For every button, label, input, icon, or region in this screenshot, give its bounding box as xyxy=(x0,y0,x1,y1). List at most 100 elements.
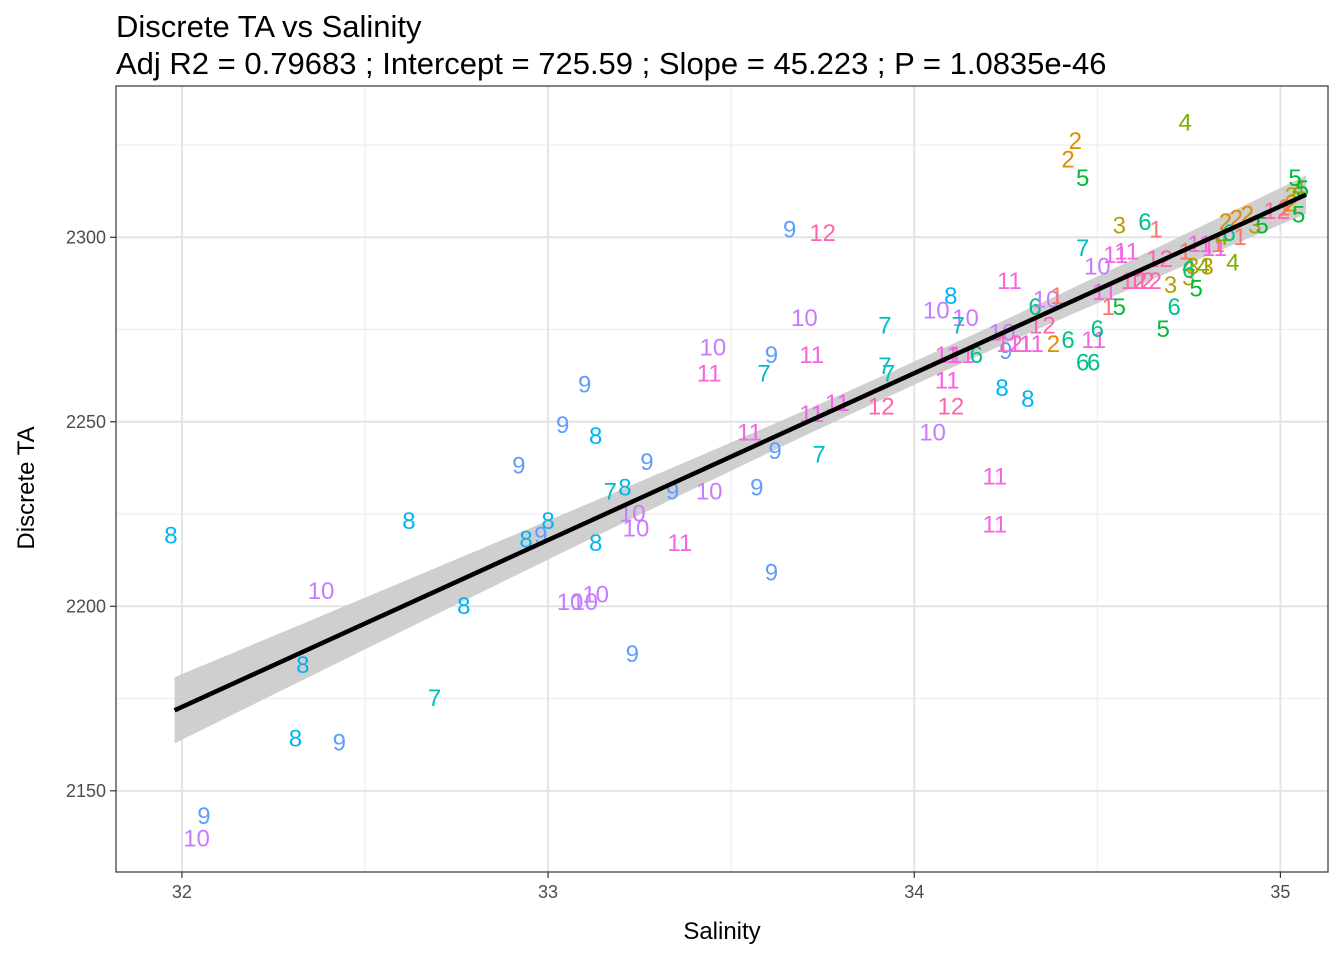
data-point-label: 11 xyxy=(1019,331,1044,358)
x-tick-label: 34 xyxy=(904,882,924,902)
y-tick-label: 2300 xyxy=(66,227,106,247)
data-point-label: 5 xyxy=(1190,275,1203,302)
data-point-label: 11 xyxy=(697,360,722,387)
data-point-label: 4 xyxy=(1182,253,1195,280)
data-point-label: 4 xyxy=(1226,250,1239,277)
data-point-label: 10 xyxy=(571,589,598,616)
data-point-label: 8 xyxy=(618,475,631,502)
data-point-label: 8 xyxy=(541,508,554,535)
data-point-label: 11 xyxy=(1103,242,1128,269)
data-point-label: 8 xyxy=(1021,386,1034,413)
data-point-label: 9 xyxy=(765,560,778,587)
data-point-label: 7 xyxy=(812,442,825,469)
data-point-label: 10 xyxy=(923,298,950,325)
data-point-label: 5 xyxy=(1076,165,1089,192)
panel-border xyxy=(115,85,1329,873)
data-point-label: 2 xyxy=(1061,146,1074,173)
data-point-label: 9 xyxy=(578,371,591,398)
chart-title-block: Discrete TA vs Salinity Adj R2 = 0.79683… xyxy=(116,8,1106,82)
data-point-label: 1 xyxy=(1233,224,1246,251)
data-point-label: 11 xyxy=(935,368,960,395)
data-point-label: 1 xyxy=(1050,283,1063,310)
data-point-label: 10 xyxy=(582,582,609,609)
data-point-label: 7 xyxy=(878,312,891,339)
data-point-label: 9 xyxy=(999,338,1012,365)
data-point-label: 1 xyxy=(1149,216,1162,243)
data-point-label: 9 xyxy=(750,475,763,502)
data-point-label: 7 xyxy=(757,360,770,387)
data-point-label: 8 xyxy=(995,375,1008,402)
data-point-label: 7 xyxy=(951,312,964,339)
data-point-label: 9 xyxy=(640,449,653,476)
data-point-label: 7 xyxy=(882,360,895,387)
data-point-label: 10 xyxy=(308,578,335,605)
data-point-label: 9 xyxy=(556,412,569,439)
data-point-label: 1 xyxy=(1102,294,1115,321)
data-point-label: 2 xyxy=(1069,128,1082,155)
data-point-label: 3 xyxy=(1186,253,1199,280)
data-point-label: 11 xyxy=(1081,327,1106,354)
data-point-label: 10 xyxy=(791,305,818,332)
data-point-label: 9 xyxy=(197,803,210,830)
data-point-label: 11 xyxy=(982,512,1007,539)
y-tick-label: 2250 xyxy=(66,412,106,432)
data-point-label: 10 xyxy=(952,305,979,332)
x-tick-label: 32 xyxy=(172,882,192,902)
data-point-label: 3 xyxy=(1164,272,1177,299)
data-point-label: 8 xyxy=(944,283,957,310)
data-point-label: 7 xyxy=(878,353,891,380)
data-point-label: 5 xyxy=(1255,213,1268,240)
fit-line-layer xyxy=(173,192,1307,713)
data-point-label: 5 xyxy=(1292,202,1305,229)
data-point-label: 9 xyxy=(333,729,346,756)
data-point-label: 8 xyxy=(296,652,309,679)
grid xyxy=(116,86,1328,872)
data-point-label: 11 xyxy=(737,419,762,446)
plot-panel xyxy=(116,86,1328,872)
data-point-label: 9 xyxy=(783,216,796,243)
data-point-label: 11 xyxy=(997,268,1022,295)
data-point-label: 12 xyxy=(938,394,965,421)
data-point-label: 3 xyxy=(1200,253,1213,280)
data-point-label: 7 xyxy=(604,478,617,505)
regression-line xyxy=(173,192,1307,713)
data-point-label: 5 xyxy=(1288,165,1301,192)
data-point-label: 11 xyxy=(667,530,692,557)
data-point-label: 6 xyxy=(1076,349,1089,376)
data-point-label: 10 xyxy=(623,515,650,542)
data-point-label: 7 xyxy=(428,685,441,712)
data-point-label: 5 xyxy=(1113,294,1126,321)
data-point-label: 11 xyxy=(1008,331,1033,358)
data-point-label: 11 xyxy=(799,342,824,369)
data-point-label: 3 xyxy=(1113,213,1126,240)
data-point-label: 7 xyxy=(1076,235,1089,262)
data-point-label: 10 xyxy=(1084,253,1111,280)
data-point-label: 12 xyxy=(868,394,895,421)
y-axis-title: Discrete TA xyxy=(13,426,40,549)
data-point-label: 2 xyxy=(1047,331,1060,358)
data-point-label: 8 xyxy=(402,508,415,535)
confidence-band-layer xyxy=(174,175,1307,744)
data-point-label: 10 xyxy=(919,419,946,446)
x-tick-label: 33 xyxy=(538,882,558,902)
data-point-label: 9 xyxy=(626,641,639,668)
data-point-label: 5 xyxy=(1157,316,1170,343)
data-point-label: 10 xyxy=(699,335,726,362)
data-point-label: 4 xyxy=(1197,253,1210,280)
data-point-label: 11 xyxy=(1114,239,1139,266)
confidence-band xyxy=(174,175,1307,744)
data-point-label: 6 xyxy=(1091,316,1104,343)
data-point-label: 10 xyxy=(696,478,723,505)
data-point-label: 6 xyxy=(1061,327,1074,354)
chart-title: Discrete TA vs Salinity xyxy=(116,9,422,44)
x-axis-title: Salinity xyxy=(683,918,760,945)
data-point-label: 9 xyxy=(765,342,778,369)
data-point-label: 6 xyxy=(1168,294,1181,321)
data-point-label: 6 xyxy=(1182,257,1195,284)
chart-subtitle: Adj R2 = 0.79683 ; Intercept = 725.59 ; … xyxy=(116,46,1107,81)
x-tick-label: 35 xyxy=(1270,882,1290,902)
data-point-label: 8 xyxy=(289,726,302,753)
data-point-label: 3 xyxy=(1182,264,1195,291)
